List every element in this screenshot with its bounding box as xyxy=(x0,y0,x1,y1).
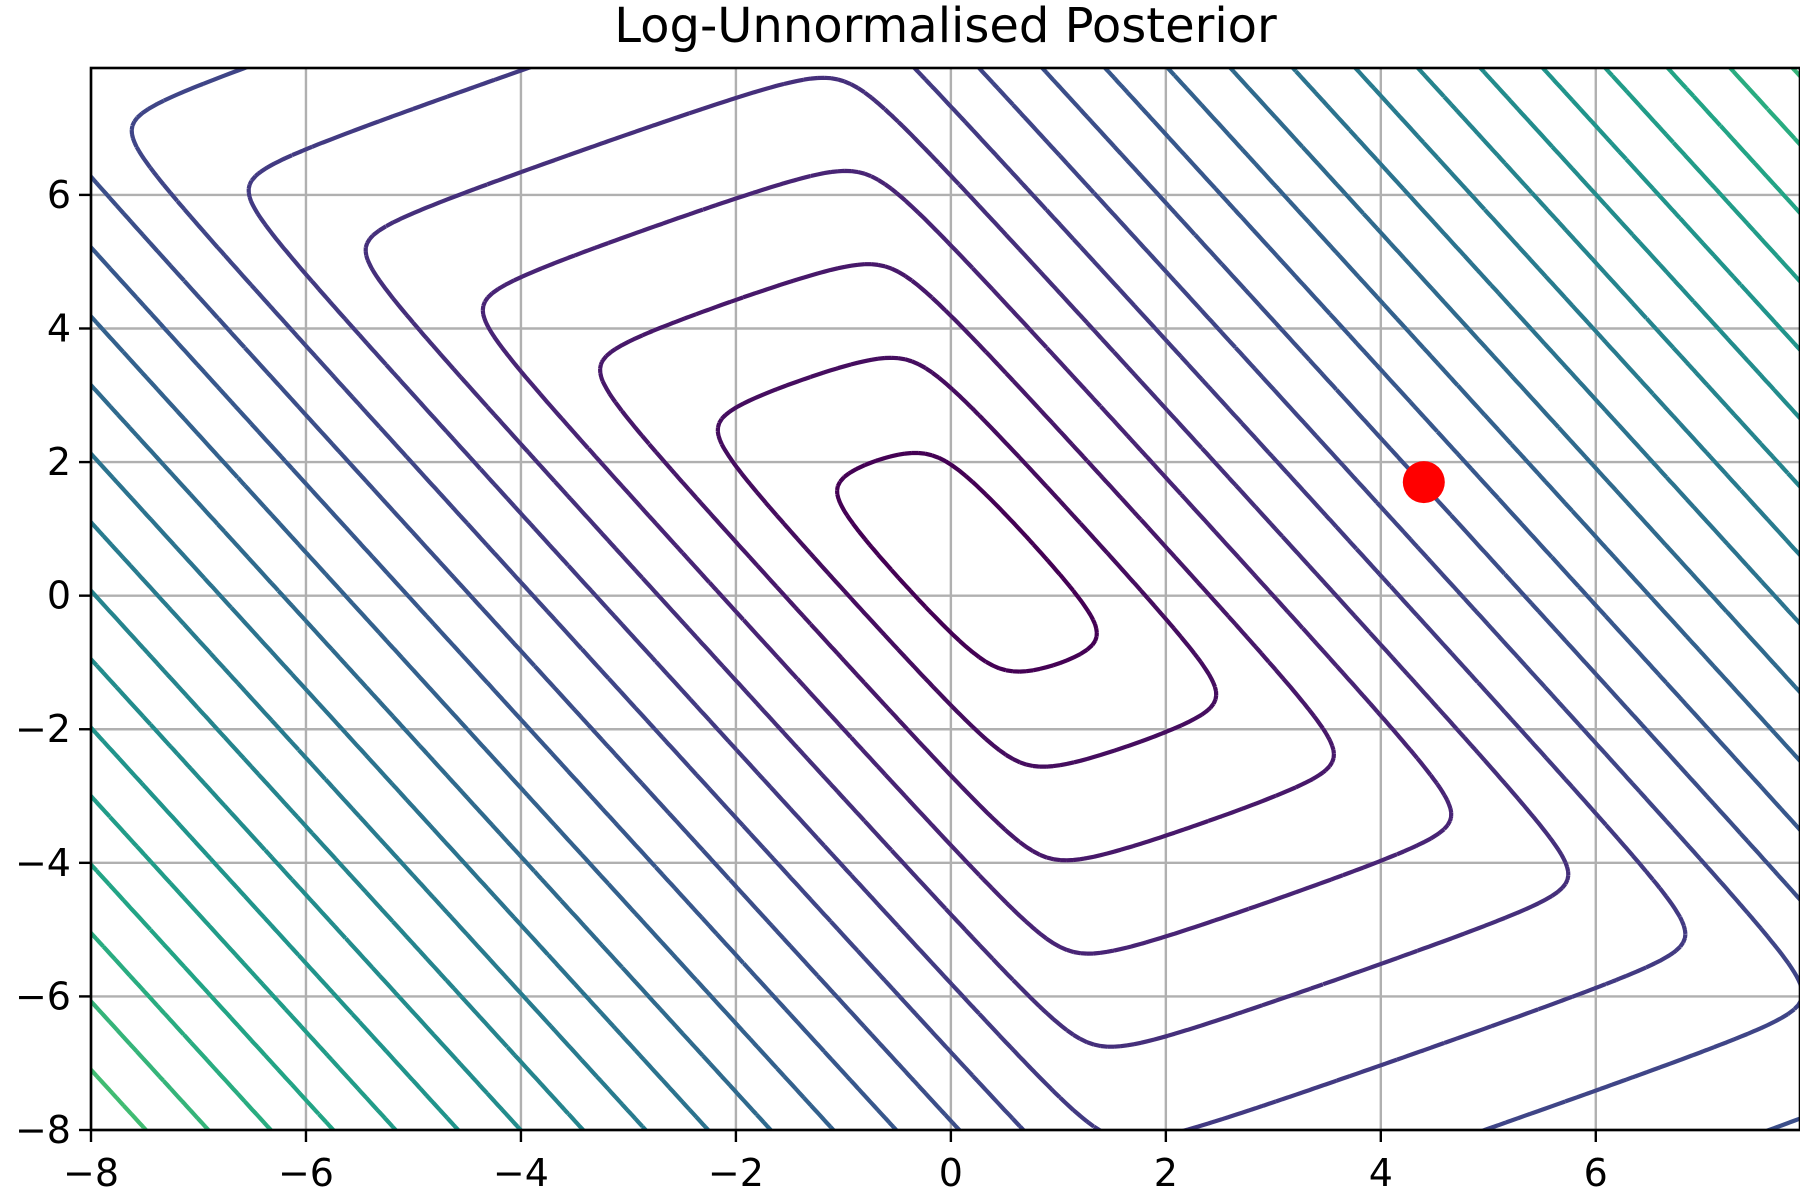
x-tick-label: −4 xyxy=(493,1151,549,1195)
contour-line-12 xyxy=(91,68,1800,1130)
contour-line-20 xyxy=(91,68,1800,1130)
contour-line-15 xyxy=(91,68,1800,1130)
contour-line-3 xyxy=(598,262,1336,863)
x-tick-label: 4 xyxy=(1369,1151,1393,1195)
contour-line-2 xyxy=(715,355,1219,769)
x-tick-label: 2 xyxy=(1154,1151,1178,1195)
x-axis: −8 −6 −4 −2 0 2 4 6 xyxy=(63,1130,1608,1195)
contour-line-17 xyxy=(91,68,1800,1130)
contour-line-7 xyxy=(129,68,1800,1130)
y-tick-label: 4 xyxy=(47,306,71,350)
contour-line-9 xyxy=(91,68,1800,1130)
contour-line-14 xyxy=(91,68,1800,1130)
contour-line-8 xyxy=(91,68,1800,1130)
contour-line-6 xyxy=(246,68,1688,1130)
y-axis: −8 −6 −4 −2 0 2 4 6 xyxy=(15,173,91,1152)
contour-line-16 xyxy=(91,68,1800,1130)
contour-line-19 xyxy=(91,68,1800,1130)
x-tick-label: −8 xyxy=(63,1151,119,1195)
map-estimate-marker xyxy=(1402,461,1445,504)
marker-layer xyxy=(1402,461,1445,504)
contour-line-11 xyxy=(91,68,1800,1130)
contour-lines xyxy=(91,68,1800,1130)
x-tick-label: 6 xyxy=(1584,1151,1608,1195)
contour-line-1 xyxy=(835,450,1099,674)
axes-frame xyxy=(89,66,1800,1132)
y-tick-label: −6 xyxy=(15,974,71,1018)
contour-line-13 xyxy=(91,68,1800,1130)
y-tick-label: −8 xyxy=(15,1108,71,1152)
x-tick-label: 0 xyxy=(939,1151,963,1195)
y-tick-label: 2 xyxy=(47,440,71,484)
contour-line-4 xyxy=(480,168,1454,956)
y-tick-label: −4 xyxy=(15,841,71,885)
x-tick-label: −2 xyxy=(708,1151,764,1195)
y-tick-label: −2 xyxy=(15,707,71,751)
contour-line-18 xyxy=(91,68,1800,1130)
contour-line-10 xyxy=(91,68,1800,1130)
y-tick-label: 0 xyxy=(47,574,71,618)
contour-line-5 xyxy=(363,75,1571,1049)
chart-title: Log-Unnormalised Posterior xyxy=(614,0,1277,54)
axes xyxy=(89,66,1800,1132)
x-tick-label: −6 xyxy=(278,1151,334,1195)
y-tick-label: 6 xyxy=(47,173,71,217)
